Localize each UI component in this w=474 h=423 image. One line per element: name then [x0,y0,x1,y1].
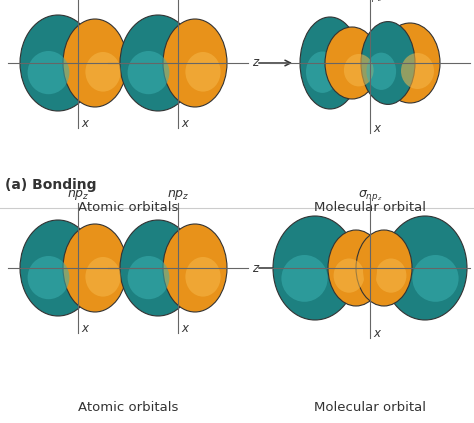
Ellipse shape [300,17,360,109]
Ellipse shape [85,257,120,297]
Ellipse shape [128,256,169,299]
Ellipse shape [366,52,396,90]
Ellipse shape [120,15,196,111]
Text: x: x [373,327,380,340]
Ellipse shape [185,52,220,92]
Text: $\sigma^*_{np_z}$: $\sigma^*_{np_z}$ [358,0,382,5]
Text: Molecular orbital: Molecular orbital [314,401,426,414]
Text: +: + [121,59,135,77]
Text: z: z [252,57,258,69]
Ellipse shape [412,255,459,302]
Ellipse shape [63,19,127,107]
Ellipse shape [325,27,379,99]
Ellipse shape [401,53,434,89]
Text: $\sigma_{np_z}$: $\sigma_{np_z}$ [358,188,382,203]
Ellipse shape [328,230,384,306]
Text: z: z [152,57,158,69]
Text: z: z [252,261,258,275]
Ellipse shape [27,51,69,94]
Ellipse shape [361,22,415,104]
Ellipse shape [383,216,467,320]
Ellipse shape [20,15,96,111]
Ellipse shape [344,54,374,86]
Ellipse shape [273,216,357,320]
Ellipse shape [128,51,169,94]
Ellipse shape [185,257,220,297]
Text: x: x [181,117,188,130]
Ellipse shape [356,230,412,306]
Text: x: x [181,322,188,335]
Ellipse shape [163,224,227,312]
Text: $np_z$: $np_z$ [167,188,189,202]
Ellipse shape [306,52,339,93]
Ellipse shape [282,255,328,302]
Ellipse shape [20,220,96,316]
Ellipse shape [163,19,227,107]
Text: z: z [152,261,158,275]
Text: x: x [81,322,88,335]
Ellipse shape [363,245,377,291]
Text: Atomic orbitals: Atomic orbitals [78,201,178,214]
Text: x: x [373,122,380,135]
Text: $np_z$: $np_z$ [67,188,89,202]
Text: (a) Bonding: (a) Bonding [5,178,97,192]
Text: x: x [81,117,88,130]
Ellipse shape [120,220,196,316]
Ellipse shape [375,258,406,293]
Ellipse shape [27,256,69,299]
Text: Atomic orbitals: Atomic orbitals [78,401,178,414]
Ellipse shape [380,23,440,103]
Text: Molecular orbital: Molecular orbital [314,201,426,214]
Ellipse shape [63,224,127,312]
Ellipse shape [334,258,365,293]
Ellipse shape [85,52,120,92]
